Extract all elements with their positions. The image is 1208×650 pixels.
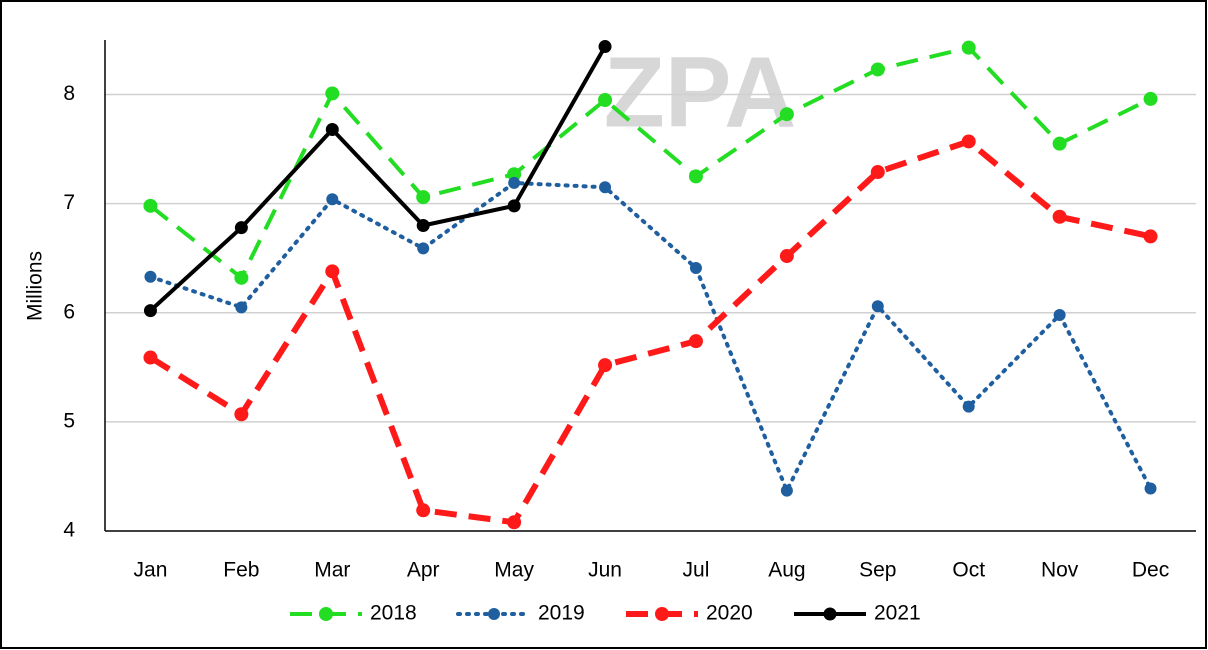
x-tick-label: Jun	[588, 559, 622, 582]
marker	[961, 134, 976, 149]
marker	[870, 62, 885, 77]
marker	[1052, 136, 1067, 151]
x-tick-label: Aug	[768, 559, 805, 582]
watermark: ZPA	[604, 36, 797, 148]
marker	[961, 40, 976, 55]
marker	[507, 167, 522, 182]
legend-label: 2019	[538, 602, 585, 625]
y-tick-label: 5	[63, 409, 75, 432]
marker	[688, 334, 703, 349]
marker	[871, 300, 884, 313]
series-line	[148, 138, 1152, 526]
x-tick-label: Nov	[1041, 559, 1079, 582]
marker	[416, 218, 430, 232]
marker	[599, 181, 612, 194]
marker	[234, 270, 249, 285]
marker	[234, 407, 249, 422]
marker	[143, 350, 158, 365]
legend-marker	[655, 607, 669, 621]
marker	[962, 400, 975, 413]
x-tick-label: Jan	[134, 559, 168, 582]
marker	[1143, 91, 1158, 106]
x-tick-label: Dec	[1132, 559, 1169, 582]
marker	[416, 503, 431, 518]
y-tick-label: 6	[63, 300, 75, 323]
marker	[325, 86, 340, 101]
marker	[870, 165, 885, 180]
x-tick-label: Mar	[314, 559, 350, 582]
y-tick-label: 8	[63, 82, 75, 105]
marker	[1053, 308, 1066, 321]
marker	[507, 515, 522, 530]
x-tick-label: Sep	[859, 559, 896, 582]
marker	[780, 484, 793, 497]
marker	[1144, 482, 1157, 495]
marker	[144, 270, 157, 283]
marker	[416, 190, 431, 205]
marker	[143, 198, 158, 213]
x-tick-label: Apr	[407, 559, 440, 582]
marker	[508, 176, 521, 189]
marker	[598, 40, 612, 54]
x-tick-label: Feb	[223, 559, 259, 582]
legend-label: 2018	[370, 602, 417, 625]
marker	[779, 107, 794, 122]
series-line	[149, 45, 607, 313]
marker	[325, 264, 340, 279]
marker	[325, 122, 339, 136]
y-axis-label: Millions	[24, 251, 47, 321]
marker	[598, 358, 613, 373]
marker	[326, 193, 339, 206]
legend-label: 2020	[706, 602, 753, 625]
marker	[143, 304, 157, 318]
y-tick-label: 4	[63, 519, 75, 542]
marker	[688, 169, 703, 184]
x-tick-label: May	[494, 559, 534, 582]
series-line	[149, 45, 1152, 280]
marker	[507, 199, 521, 213]
marker	[779, 249, 794, 264]
marker	[234, 221, 248, 235]
marker	[598, 93, 613, 108]
legend-label: 2021	[874, 602, 921, 625]
y-tick-label: 7	[63, 191, 75, 214]
marker	[235, 301, 248, 314]
legend-marker	[488, 608, 500, 620]
legend-marker	[823, 607, 837, 621]
marker	[1052, 209, 1067, 224]
legend-marker	[319, 607, 333, 621]
marker	[689, 262, 702, 275]
x-tick-label: Oct	[952, 559, 985, 582]
series-line	[148, 180, 1153, 493]
marker	[417, 242, 430, 255]
x-tick-label: Jul	[683, 559, 710, 582]
marker	[1143, 229, 1158, 244]
